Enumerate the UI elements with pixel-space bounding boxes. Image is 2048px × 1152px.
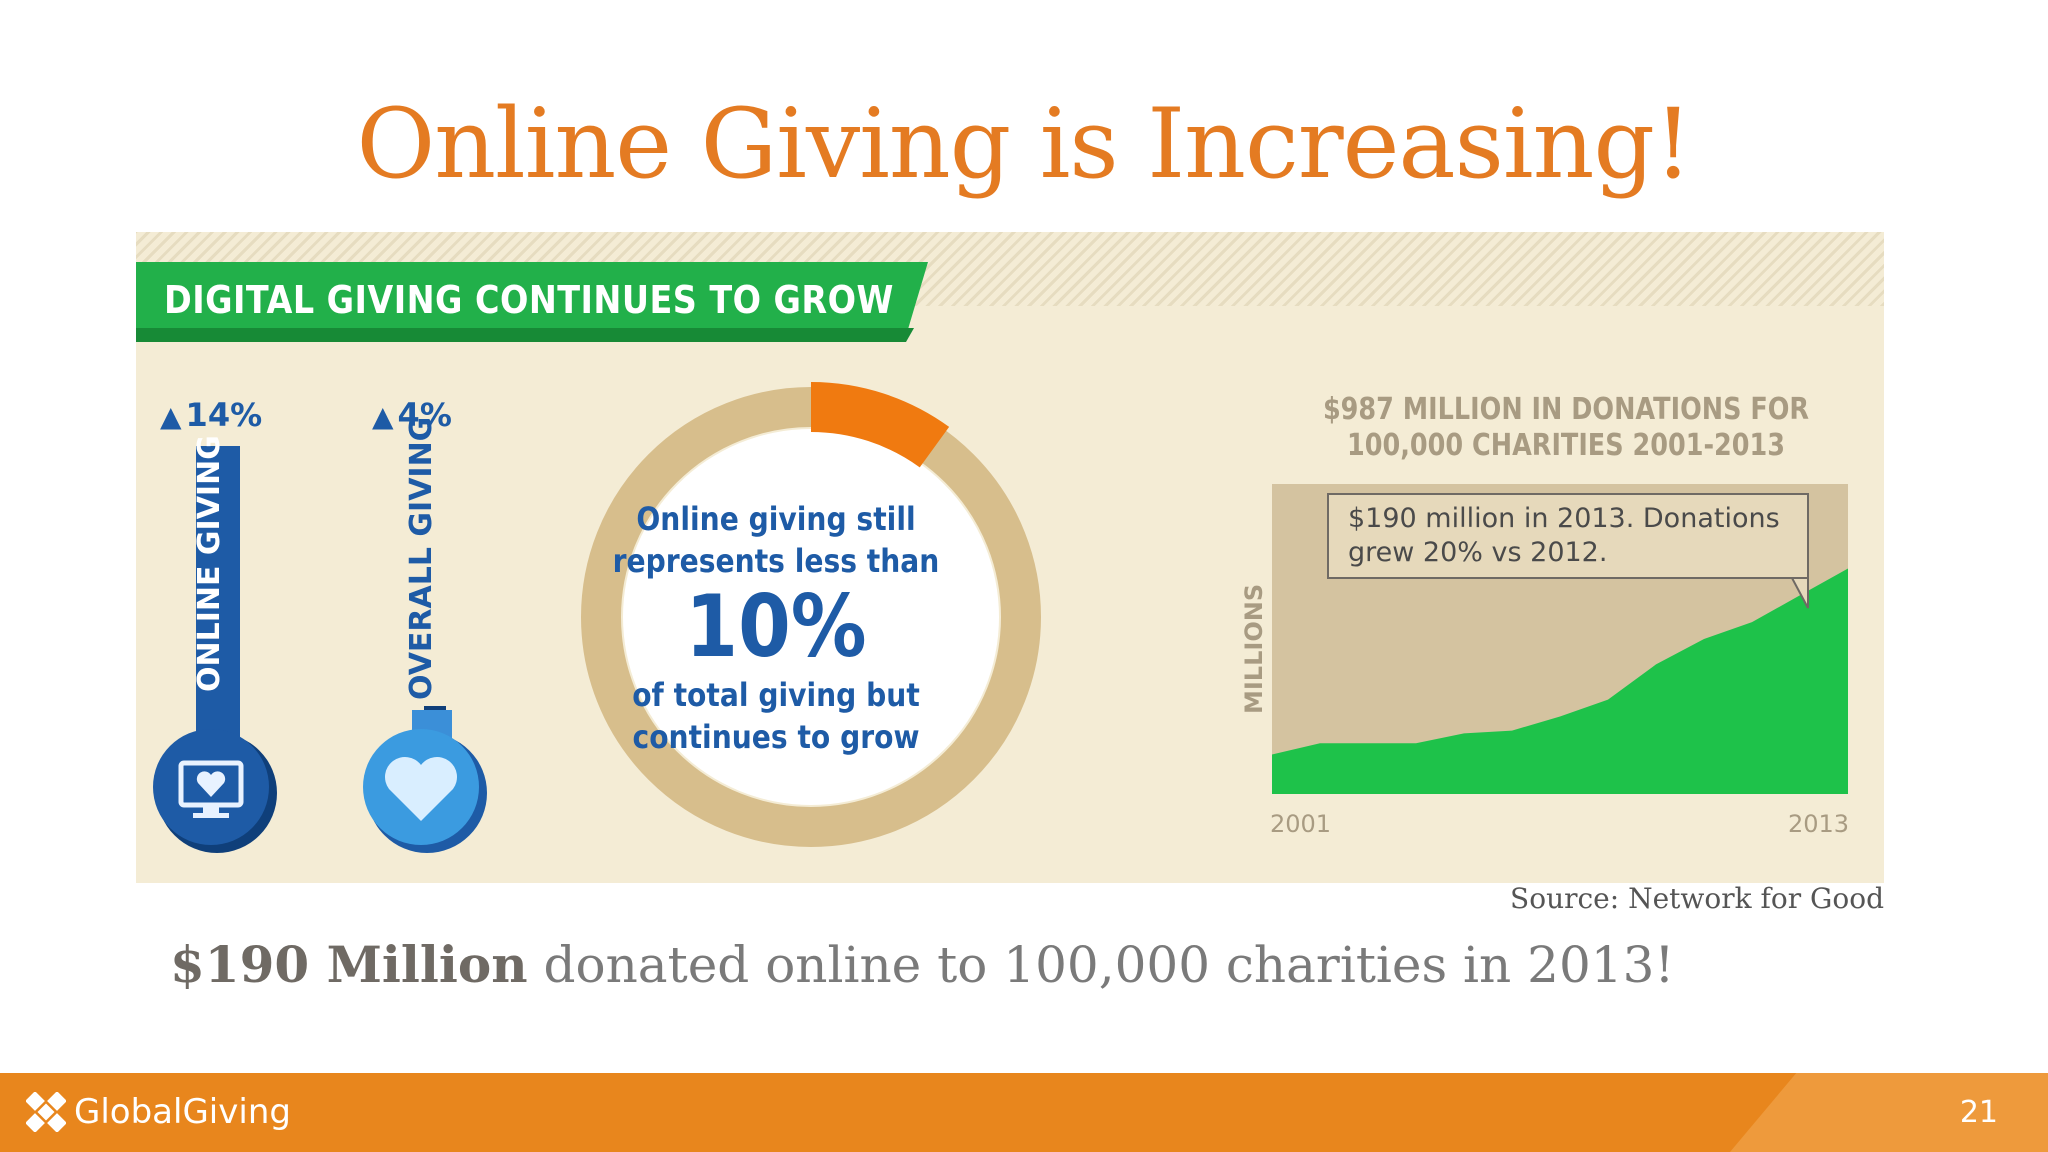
slide-title: Online Giving is Increasing! [356, 88, 1693, 200]
infographic: DIGITAL GIVING CONTINUES TO GROW ▲ 14% ON… [136, 232, 1884, 883]
tagline-bold: $190 Million [170, 935, 528, 994]
computer-heart-icon [153, 729, 277, 853]
online-giving-label: ONLINE GIVING [192, 435, 227, 692]
footer-accent [1730, 1073, 2048, 1152]
ring-line2: represents less than [612, 542, 940, 580]
ring-line1: Online giving still [636, 500, 916, 538]
x-tick-label: 2001 [1270, 810, 1332, 838]
ring-line4: continues to grow [632, 718, 920, 756]
logo-text: GlobalGiving [74, 1092, 291, 1132]
ring-chart [581, 382, 1041, 847]
page-number: 21 [1959, 1095, 1998, 1130]
banner-title: DIGITAL GIVING CONTINUES TO GROW [164, 278, 894, 322]
callout-line1: $190 million in 2013. Donations [1348, 503, 1780, 534]
banner-ribbon [136, 262, 928, 342]
callout-text: $190 million in 2013. Donations grew 20%… [1348, 502, 1788, 570]
globalgiving-logo-icon [26, 1092, 66, 1132]
ring-big-percent: 10% [685, 577, 867, 677]
heart-icon [363, 729, 487, 853]
area-chart [1272, 484, 1848, 794]
source-citation: Source: Network for Good [1510, 882, 1884, 915]
chart-title-line2: 100,000 CHARITIES 2001-2013 [1346, 428, 1786, 463]
x-tick-label: 2013 [1788, 810, 1850, 838]
y-axis-label: MILLIONS [1240, 583, 1268, 714]
tagline-rest: donated online to 100,000 charities in 2… [527, 936, 1675, 994]
callout-line2: grew 20% vs 2012. [1348, 537, 1608, 568]
callout-box [1327, 493, 1809, 579]
ring-highlight-segment [810, 382, 950, 468]
overall-giving-percent: ▲ 4% [372, 396, 452, 434]
globalgiving-logo[interactable]: GlobalGiving [26, 1089, 291, 1135]
chart-series-area [1272, 568, 1848, 794]
chart-title: $987 MILLION IN DONATIONS FOR 100,000 CH… [1311, 392, 1821, 464]
tagline: $190 Million donated online to 100,000 c… [170, 935, 1674, 994]
up-arrow-icon: ▲ [372, 400, 394, 433]
ring-line3: of total giving but [632, 676, 920, 714]
up-arrow-icon: ▲ [160, 400, 182, 433]
footer-bar: GlobalGiving 21 [0, 1073, 2048, 1152]
chart-title-line1: $987 MILLION IN DONATIONS FOR [1322, 392, 1810, 427]
overall-giving-label: OVERALL GIVING [404, 416, 439, 700]
online-giving-percent: ▲ 14% [160, 396, 263, 434]
callout-pointer [1790, 577, 1809, 609]
online-giving-bar [196, 446, 240, 738]
